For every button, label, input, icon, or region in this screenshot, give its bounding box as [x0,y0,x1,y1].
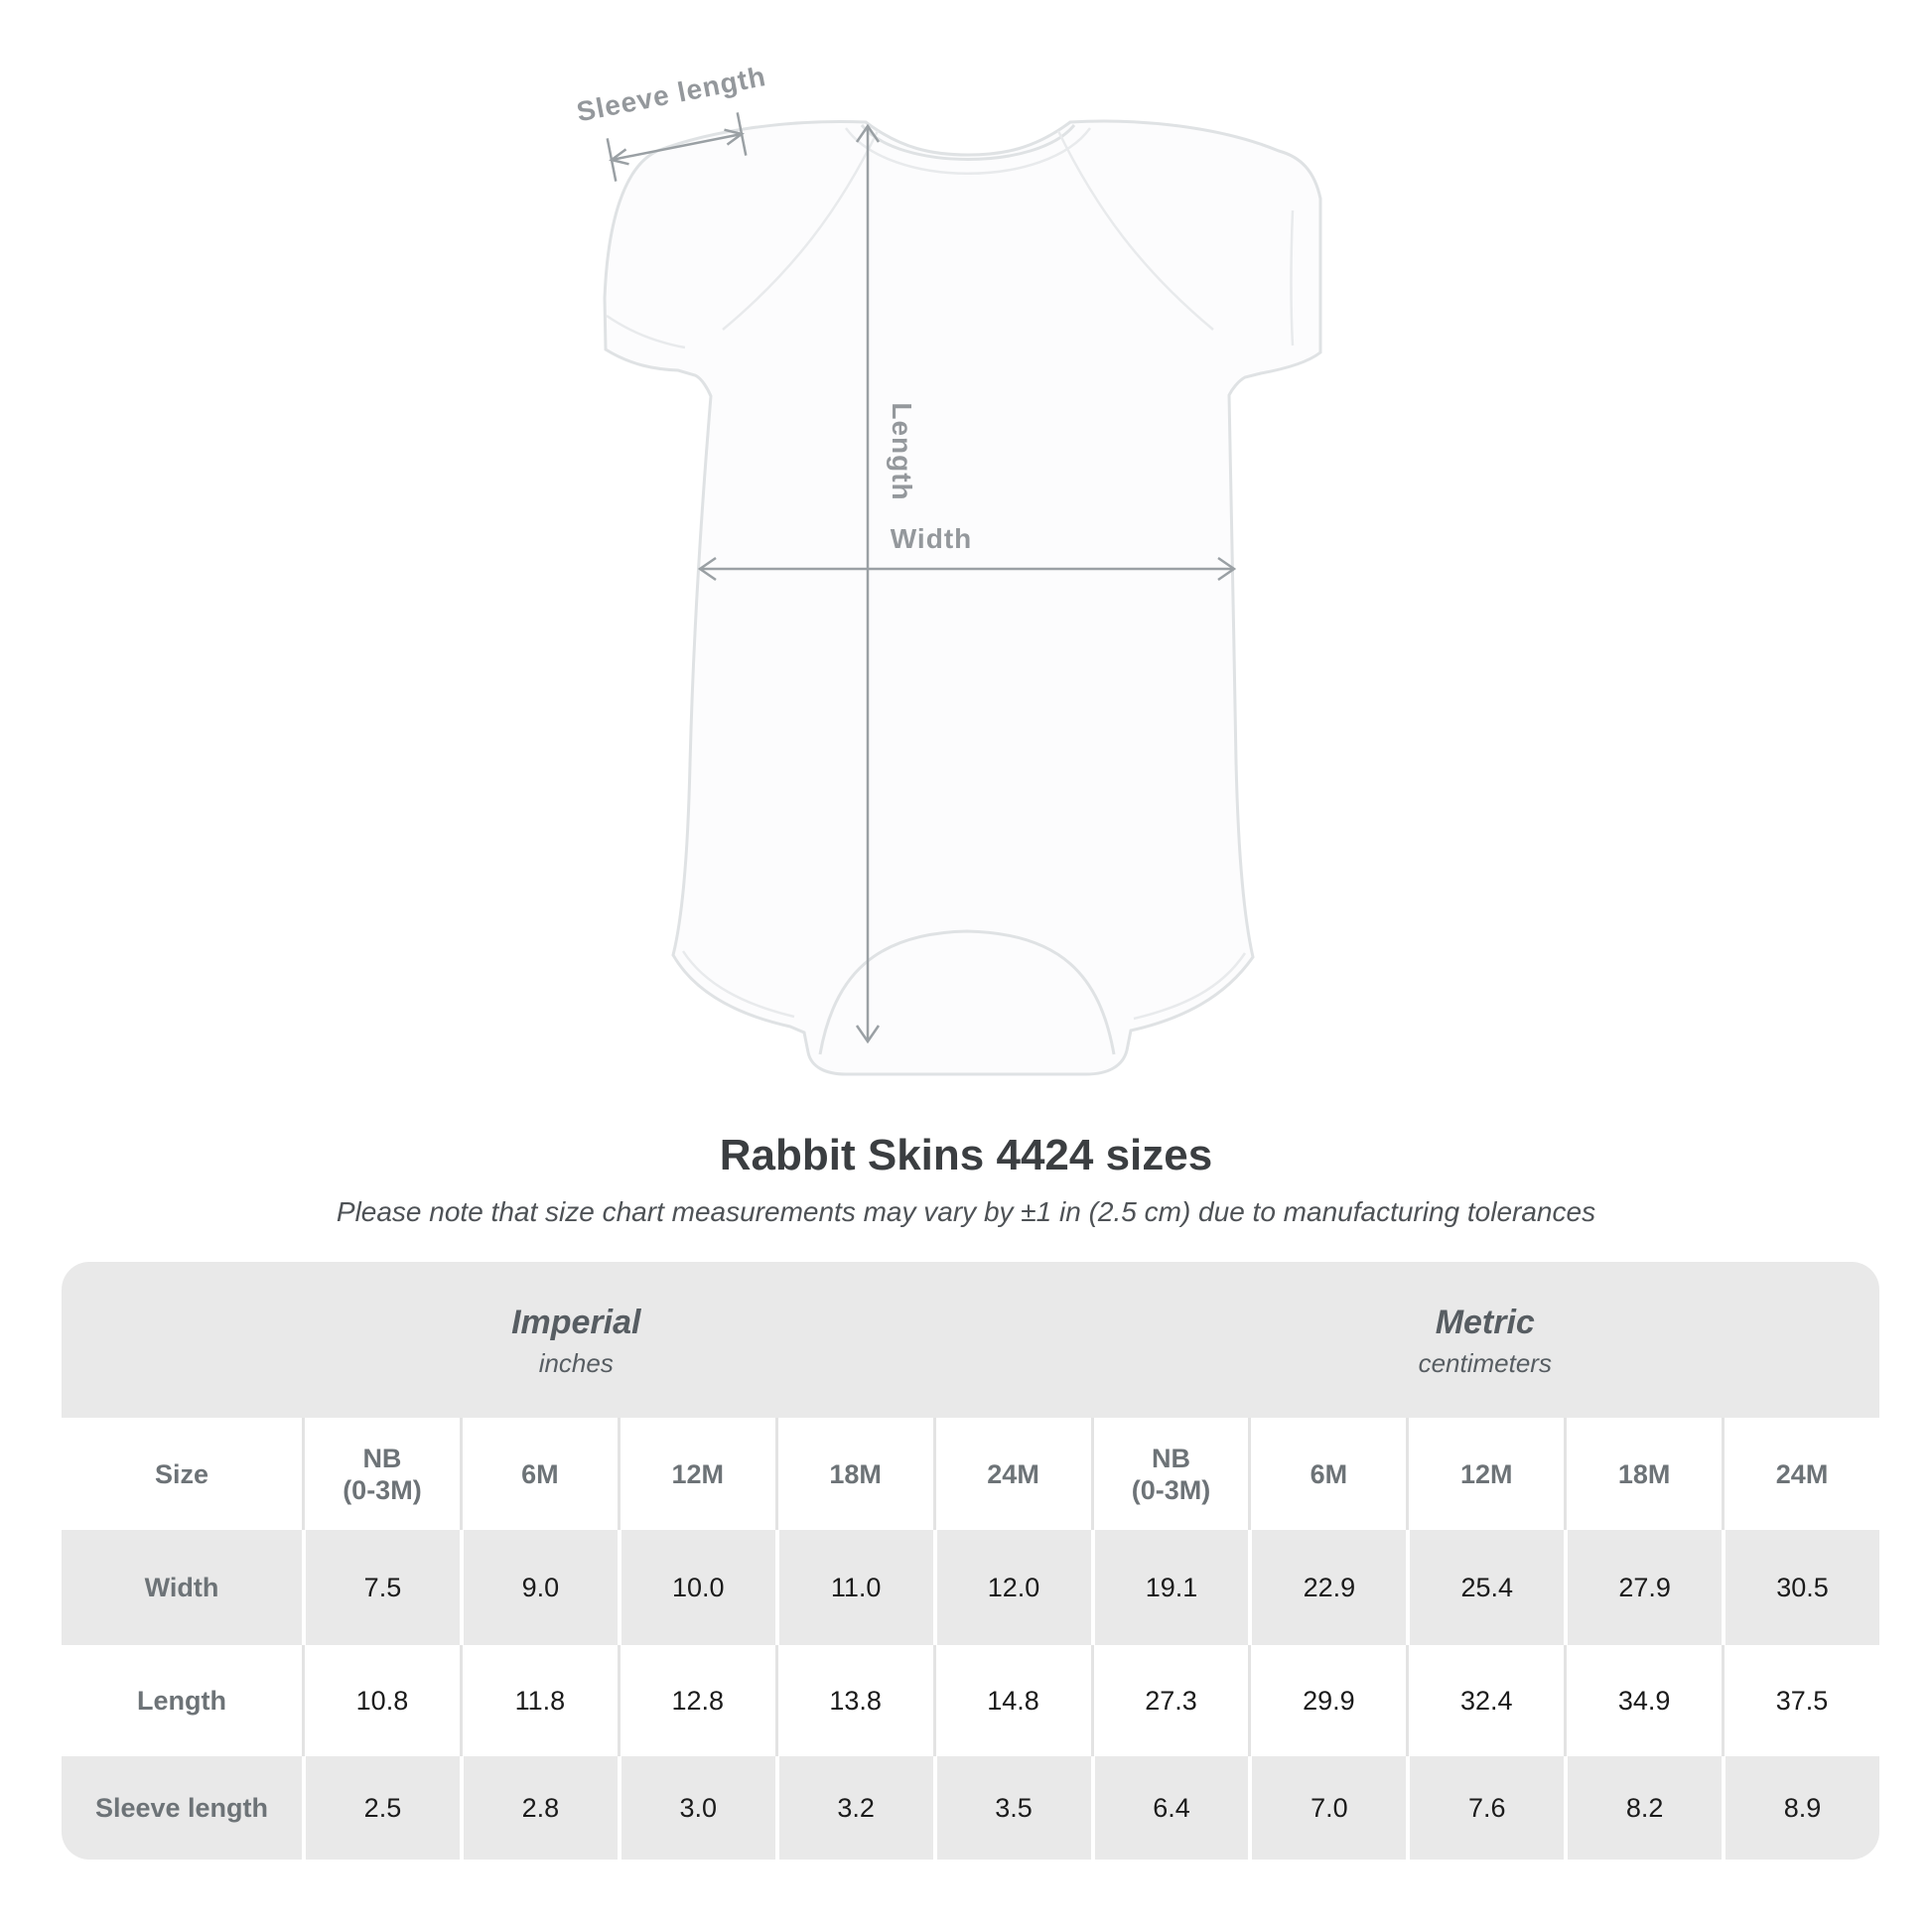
size-header-row: Size NB (0-3M) 6M 12M 18M 24M NB (0-3M) … [62,1418,1879,1530]
width-measure: Width [697,523,1237,582]
length-imperial-12m: 12.8 [617,1645,775,1756]
metric-section-title: Metric [1435,1303,1535,1341]
width-label: Width [891,523,973,554]
col-header-line: (0-3M) [1131,1474,1211,1505]
sleeve-metric-12m: 7.6 [1406,1756,1565,1860]
col-header-line: NB [1151,1443,1190,1473]
length-metric-24m: 37.5 [1722,1645,1879,1756]
length-metric-6m: 29.9 [1248,1645,1407,1756]
measurement-annotations: Sleeve length Length Width [574,61,1237,1044]
imperial-section-title: Imperial [511,1303,641,1341]
sleeve-metric-24m: 8.9 [1722,1756,1879,1860]
unit-band-row: Imperial inches Metric centimeters [62,1262,1879,1418]
right-leg-binding-seam [1133,952,1247,1021]
right-cuff-seam [1290,209,1295,346]
row-label-width: Width [62,1530,302,1645]
row-label-sleeve-length: Sleeve length [62,1756,302,1860]
col-header-imperial-18m: 18M [774,1418,933,1530]
col-header-metric-24m: 24M [1722,1418,1879,1530]
sleeve-imperial-12m: 3.0 [617,1756,775,1860]
length-metric-18m: 34.9 [1564,1645,1723,1756]
length-imperial-nb: 10.8 [302,1645,460,1756]
length-imperial-18m: 13.8 [774,1645,933,1756]
metric-section-unit: centimeters [1418,1347,1552,1378]
size-table-container: Imperial inches Metric centimeters Size … [62,1262,1932,1860]
width-metric-24m: 30.5 [1722,1530,1879,1645]
sleeve-imperial-24m: 3.5 [932,1756,1091,1860]
onesie-diagram: Sleeve length Length Width [574,61,1322,1076]
length-label: Length [887,402,917,500]
table-row-width: Width 7.5 9.0 10.0 11.0 12.0 19.1 22.9 2… [62,1530,1879,1645]
length-imperial-6m: 11.8 [459,1645,618,1756]
table-row-length: Length 10.8 11.8 12.8 13.8 14.8 27.3 29.… [62,1645,1879,1756]
metric-section-header: Metric centimeters [1090,1262,1879,1418]
left-leg-binding-seam [681,950,795,1019]
width-imperial-nb: 7.5 [302,1530,460,1645]
col-header-line: (0-3M) [343,1474,422,1505]
size-column-header: Size [62,1418,302,1530]
sleeve-metric-6m: 7.0 [1248,1756,1407,1860]
width-imperial-12m: 10.0 [617,1530,775,1645]
sleeve-imperial-nb: 2.5 [302,1756,460,1860]
width-metric-6m: 22.9 [1248,1530,1407,1645]
width-metric-12m: 25.4 [1406,1530,1565,1645]
length-imperial-24m: 14.8 [932,1645,1091,1756]
col-header-metric-18m: 18M [1564,1418,1723,1530]
col-header-imperial-nb: NB (0-3M) [302,1418,460,1530]
sleeve-metric-nb: 6.4 [1090,1756,1249,1860]
length-measure: Length [855,123,917,1044]
size-table: Imperial inches Metric centimeters Size … [62,1262,1879,1860]
col-header-metric-nb: NB (0-3M) [1090,1418,1249,1530]
left-lap-shoulder-seam [722,130,880,331]
row-label-length: Length [62,1645,302,1756]
onesie-illustration [603,119,1322,1076]
width-imperial-6m: 9.0 [459,1530,618,1645]
sleeve-imperial-6m: 2.8 [459,1756,618,1860]
onesie-body-shape [603,119,1322,1076]
crotch-flap-seam [818,929,1116,1055]
sleeve-metric-18m: 8.2 [1564,1756,1723,1860]
col-header-imperial-12m: 12M [617,1418,775,1530]
col-header-metric-12m: 12M [1406,1418,1565,1530]
width-imperial-18m: 11.0 [774,1530,933,1645]
imperial-section-unit: inches [538,1347,614,1378]
page-title: Rabbit Skins 4424 sizes [719,1131,1213,1179]
length-metric-12m: 32.4 [1406,1645,1565,1756]
width-metric-nb: 19.1 [1090,1530,1249,1645]
table-row-sleeve-length: Sleeve length 2.5 2.8 3.0 3.2 3.5 6.4 7.… [62,1756,1879,1860]
tolerance-note: Please note that size chart measurements… [336,1196,1596,1227]
col-header-imperial-6m: 6M [459,1418,618,1530]
right-lap-shoulder-seam [1056,130,1214,331]
col-header-imperial-24m: 24M [932,1418,1091,1530]
neckline-seam [860,124,1076,161]
left-cuff-seam [606,314,686,349]
col-header-line: NB [362,1443,402,1473]
sleeve-imperial-18m: 3.2 [774,1756,933,1860]
col-header-metric-6m: 6M [1248,1418,1407,1530]
width-metric-18m: 27.9 [1564,1530,1723,1645]
imperial-section-header: Imperial inches [62,1262,1091,1418]
width-imperial-24m: 12.0 [932,1530,1091,1645]
length-metric-nb: 27.3 [1090,1645,1249,1756]
